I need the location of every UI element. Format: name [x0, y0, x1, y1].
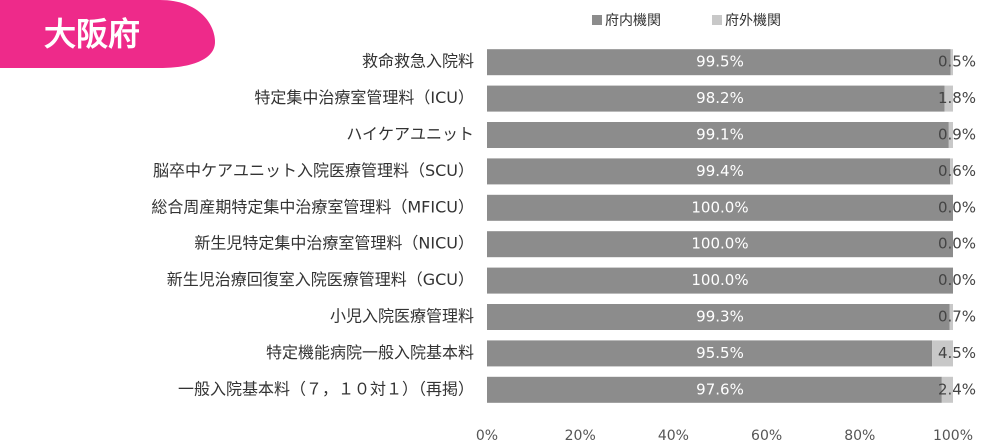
legend-label: 府外機関	[725, 13, 781, 29]
value-label: 97.6%	[696, 380, 744, 398]
value-label: 100.0%	[691, 271, 748, 289]
badge-text: 大阪府	[44, 15, 140, 53]
value-label: 99.1%	[696, 126, 744, 144]
bar-segment	[487, 158, 951, 185]
bar-segment	[487, 85, 945, 112]
bar-segment	[950, 158, 953, 185]
x-tick-label: 40%	[658, 428, 689, 444]
bar-segment	[487, 340, 933, 367]
badge-shape	[0, 0, 215, 68]
value-label: 0.0%	[938, 271, 976, 289]
value-label: 4.5%	[938, 344, 976, 362]
y-tick-label: 特定集中治療室管理料（ICU）	[254, 88, 474, 107]
value-label: 0.6%	[938, 162, 976, 180]
bar-segment	[948, 122, 953, 148]
bar-segment	[932, 340, 953, 367]
bar-segment	[941, 376, 953, 403]
y-tick-label: ハイケアユニット	[346, 125, 474, 144]
legend-swatch	[592, 15, 602, 25]
bar-segment	[487, 194, 953, 221]
value-label: 0.9%	[938, 126, 976, 144]
x-tick-label: 80%	[844, 428, 875, 444]
bar-segment	[487, 304, 950, 330]
y-tick-label: 新生児特定集中治療室管理料（NICU）	[194, 234, 474, 253]
x-tick-label: 100%	[933, 428, 973, 444]
value-label: 100.0%	[691, 198, 748, 216]
value-label: 99.4%	[696, 162, 744, 180]
value-label: 95.5%	[696, 344, 744, 362]
x-tick-label: 60%	[751, 428, 782, 444]
bar-segment	[949, 304, 953, 330]
value-label: 98.2%	[696, 89, 744, 107]
y-tick-label: 総合周産期特定集中治療室管理料（MFICU）	[151, 197, 474, 216]
x-tick-label: 0%	[476, 428, 498, 444]
value-label: 99.5%	[696, 53, 744, 71]
value-label: 99.3%	[696, 308, 744, 326]
y-tick-label: 小児入院医療管理料	[330, 307, 474, 326]
value-label: 0.7%	[938, 308, 976, 326]
value-label: 0.0%	[938, 235, 976, 253]
legend-swatch	[712, 15, 722, 25]
value-label: 100.0%	[691, 235, 748, 253]
y-tick-label: 特定機能病院一般入院基本料	[266, 343, 474, 362]
legend-label: 府内機関	[605, 13, 661, 29]
bar-segment	[950, 49, 953, 76]
value-label: 0.0%	[938, 198, 976, 216]
bar-segment	[487, 122, 949, 148]
value-label: 2.4%	[938, 380, 976, 398]
value-label: 1.8%	[938, 89, 976, 107]
x-tick-label: 20%	[565, 428, 596, 444]
y-tick-label: 新生児治療回復室入院医療管理料（GCU）	[167, 270, 474, 289]
bar-segment	[487, 49, 951, 76]
y-tick-label: 救命救急入院料	[362, 52, 474, 71]
bar-segment	[487, 231, 953, 258]
bar-segment	[944, 85, 953, 112]
bar-segment	[487, 267, 953, 294]
y-tick-label: 一般入院基本料（７，１０対１）（再掲）	[178, 379, 474, 398]
bar-segment	[487, 376, 942, 403]
y-tick-label: 脳卒中ケアユニット入院医療管理料（SCU）	[153, 161, 474, 180]
value-label: 0.5%	[938, 53, 976, 71]
